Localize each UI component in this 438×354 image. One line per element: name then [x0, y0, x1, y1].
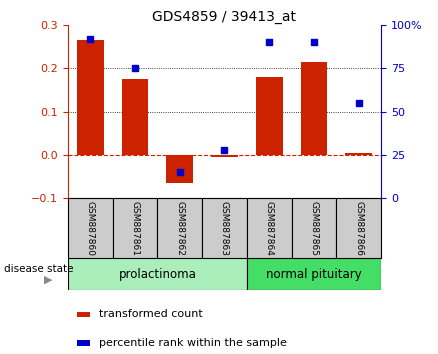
Point [176, 170, 183, 175]
Bar [68, 198, 113, 258]
Text: disease state: disease state [4, 264, 74, 274]
Bar [122, 79, 148, 155]
Bar [345, 153, 372, 155]
Text: GSM887862: GSM887862 [175, 201, 184, 256]
Text: GSM887865: GSM887865 [310, 201, 318, 256]
Point [311, 39, 318, 45]
Bar [113, 198, 157, 258]
Bar [247, 258, 381, 290]
Bar [292, 198, 336, 258]
Point [87, 36, 94, 41]
Text: GSM887860: GSM887860 [86, 201, 95, 256]
Bar [256, 77, 283, 155]
Bar [247, 198, 292, 258]
Text: GSM887863: GSM887863 [220, 201, 229, 256]
Text: ▶: ▶ [44, 275, 52, 285]
Bar [211, 155, 238, 157]
Bar [77, 312, 90, 317]
Bar [157, 198, 202, 258]
Bar [68, 258, 247, 290]
Point [221, 147, 228, 153]
Bar [166, 155, 193, 183]
Point [355, 100, 362, 105]
Text: transformed count: transformed count [99, 309, 203, 319]
Bar [300, 62, 327, 155]
Title: GDS4859 / 39413_at: GDS4859 / 39413_at [152, 10, 297, 24]
Text: GSM887861: GSM887861 [131, 201, 139, 256]
Bar [202, 198, 247, 258]
Text: GSM887864: GSM887864 [265, 201, 274, 256]
Point [266, 39, 273, 45]
Bar [77, 340, 90, 346]
Text: prolactinoma: prolactinoma [118, 268, 196, 281]
Point [131, 65, 138, 71]
Bar [336, 198, 381, 258]
Text: GSM887866: GSM887866 [354, 201, 363, 256]
Text: normal pituitary: normal pituitary [266, 268, 362, 281]
Bar [77, 40, 104, 155]
Text: percentile rank within the sample: percentile rank within the sample [99, 338, 287, 348]
